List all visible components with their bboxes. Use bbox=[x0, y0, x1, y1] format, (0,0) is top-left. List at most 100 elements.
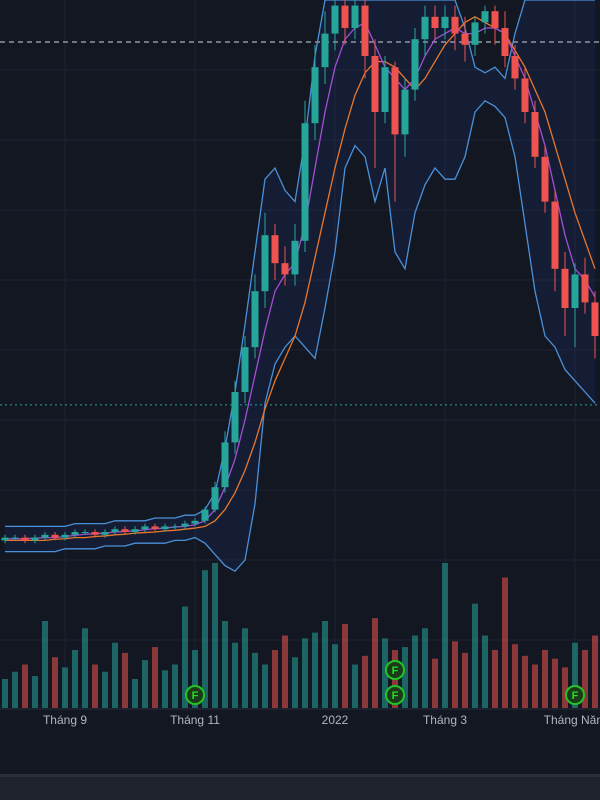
candle-body bbox=[511, 56, 519, 79]
candle-body bbox=[191, 520, 199, 524]
volume-bar bbox=[262, 664, 268, 708]
candle-body bbox=[471, 22, 479, 45]
candle-body bbox=[301, 123, 309, 241]
candle-body bbox=[1, 537, 9, 541]
volume-bar bbox=[352, 664, 358, 708]
event-label: F bbox=[192, 690, 199, 702]
volume-bar bbox=[212, 563, 218, 708]
candle-body bbox=[521, 78, 529, 112]
volume-bar bbox=[552, 658, 558, 708]
volume-bar bbox=[102, 671, 108, 708]
volume-bar bbox=[272, 650, 278, 708]
volume-bar bbox=[312, 632, 318, 708]
x-tick-label: Tháng Năm bbox=[544, 713, 600, 727]
volume-bar bbox=[42, 621, 48, 708]
candle-body bbox=[101, 532, 109, 535]
candle-body bbox=[171, 526, 179, 528]
candle-body bbox=[211, 487, 219, 510]
volume-bar bbox=[112, 642, 118, 708]
volume-bar bbox=[252, 652, 258, 708]
candle-body bbox=[461, 33, 469, 45]
volume-bar bbox=[542, 650, 548, 708]
volume-bar bbox=[522, 655, 528, 708]
x-tick-label: Tháng 11 bbox=[170, 713, 220, 727]
volume-bar bbox=[12, 671, 18, 708]
candle-body bbox=[431, 16, 439, 28]
volume-bar bbox=[452, 641, 458, 708]
volume-bar bbox=[152, 647, 158, 708]
candle-body bbox=[311, 67, 319, 124]
candle-body bbox=[341, 5, 349, 28]
volume-bar bbox=[292, 657, 298, 708]
plot: Tháng 9 Tháng 11 2022 Tháng 3 Tháng Năm F F F F bbox=[0, 0, 600, 727]
x-tick-label: Tháng 3 bbox=[423, 713, 467, 727]
x-tick-label: 2022 bbox=[322, 713, 349, 727]
candle-body bbox=[91, 532, 99, 535]
volume-bar bbox=[62, 667, 68, 708]
volume-bar bbox=[182, 606, 188, 708]
volume-bar bbox=[372, 618, 378, 708]
candle-body bbox=[151, 526, 159, 530]
candle-body bbox=[371, 56, 379, 112]
candle-body bbox=[201, 509, 209, 521]
indicator-line bbox=[5, 0, 595, 528]
volume-bar bbox=[302, 638, 308, 708]
volume-bar bbox=[72, 650, 78, 708]
volume-bar bbox=[402, 647, 408, 708]
candle-body bbox=[421, 16, 429, 40]
candle-body bbox=[221, 442, 229, 488]
volume-bar bbox=[532, 664, 538, 708]
candle-body bbox=[571, 274, 579, 308]
volume-bar bbox=[492, 650, 498, 708]
indicator-line bbox=[5, 99, 596, 573]
candle-body bbox=[261, 235, 269, 292]
volume-bar bbox=[322, 621, 328, 708]
candle-body bbox=[591, 302, 599, 336]
candle-body bbox=[481, 11, 489, 23]
candle-body bbox=[361, 5, 369, 57]
candle-body bbox=[121, 529, 129, 532]
volume-bar bbox=[32, 676, 38, 708]
volume-bar bbox=[82, 628, 88, 708]
candle-body bbox=[141, 526, 149, 530]
event-marker bbox=[385, 685, 405, 705]
candle-body bbox=[561, 268, 569, 308]
volume-bar bbox=[442, 563, 448, 708]
candle-body bbox=[281, 263, 289, 275]
volume-bar bbox=[242, 628, 248, 708]
volume-bar bbox=[142, 660, 148, 708]
volume-bar bbox=[432, 658, 438, 708]
volume-bar bbox=[482, 635, 488, 708]
candle-body bbox=[411, 39, 419, 90]
volume-bar bbox=[582, 650, 588, 708]
candle-body bbox=[71, 532, 79, 535]
volume-bar bbox=[592, 635, 598, 708]
candle-body bbox=[451, 16, 459, 34]
candle-body bbox=[401, 89, 409, 135]
candle-body bbox=[61, 534, 69, 538]
candle-body bbox=[131, 529, 139, 532]
volume-bar bbox=[382, 638, 388, 708]
candle-body bbox=[531, 112, 539, 157]
candle-body bbox=[251, 291, 259, 348]
bottom-border bbox=[0, 774, 600, 777]
candle-body bbox=[161, 526, 169, 530]
candle-body bbox=[491, 11, 499, 28]
candle-body bbox=[351, 5, 359, 28]
candle-body bbox=[501, 28, 509, 56]
volume-bar bbox=[132, 679, 138, 708]
candle-body bbox=[381, 67, 389, 112]
candle-body bbox=[11, 537, 19, 539]
event-label: F bbox=[572, 690, 579, 702]
volume-bar bbox=[232, 642, 238, 708]
candle-body bbox=[21, 537, 29, 541]
volume-bar bbox=[572, 642, 578, 708]
candle-body bbox=[41, 534, 49, 538]
candle-body bbox=[51, 534, 59, 538]
candle-body bbox=[291, 240, 299, 275]
event-marker bbox=[565, 685, 585, 705]
bottom-bar bbox=[0, 774, 600, 800]
candle-body bbox=[181, 523, 189, 527]
